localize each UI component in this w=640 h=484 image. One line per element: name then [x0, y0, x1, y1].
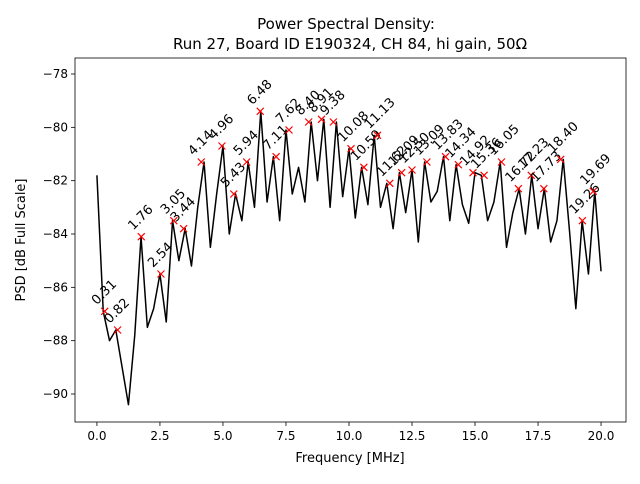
y-axis-label: PSD [dB Full Scale]: [14, 178, 29, 301]
x-tick-label: 15.0: [462, 429, 489, 443]
x-tick-label: 2.5: [150, 429, 169, 443]
peak-marker: [137, 232, 146, 241]
peak-marker: [359, 163, 368, 172]
peak-label: 4.96: [206, 112, 237, 143]
peak-marker: [480, 171, 489, 180]
y-tick-label: −88: [43, 334, 68, 348]
peak-marker: [304, 118, 313, 126]
x-tick-label: 20.0: [588, 429, 615, 443]
y-tick-label: −82: [43, 174, 68, 188]
peak-marker: [373, 131, 382, 140]
peak-marker: [514, 184, 523, 193]
peak-marker: [272, 152, 281, 161]
peak-label: 6.48: [244, 77, 275, 108]
peak-marker: [454, 160, 463, 169]
peak-marker: [218, 142, 226, 150]
x-tick-label: 17.5: [525, 429, 552, 443]
peak-marker: [113, 326, 122, 334]
peak-label: 18.40: [545, 119, 582, 156]
peak-marker: [469, 168, 477, 177]
plot-frame: [74, 57, 627, 423]
peak-marker: [397, 168, 406, 177]
x-axis-label: Frequency [MHz]: [295, 451, 404, 466]
y-tick-label: −90: [43, 387, 68, 401]
y-tick-label: −84: [43, 227, 68, 241]
peak-marker: [441, 152, 450, 161]
y-tick-label: −86: [43, 280, 68, 294]
peak-label: 19.69: [577, 151, 614, 188]
psd-line: [96, 110, 602, 406]
peak-marker: [556, 155, 565, 164]
x-tick-label: 7.5: [276, 429, 295, 443]
peak-marker: [578, 216, 587, 225]
chart-subtitle: Run 27, Board ID E190324, CH 84, hi gain…: [173, 35, 527, 53]
peak-marker: [329, 118, 338, 126]
peak-marker: [242, 158, 251, 166]
x-tick-label: 12.5: [399, 429, 426, 443]
peak-label: 1.76: [126, 202, 157, 233]
peak-marker: [157, 270, 165, 278]
peak-marker: [317, 115, 326, 124]
peak-marker: [408, 166, 416, 174]
peak-marker: [497, 158, 506, 166]
peak-marker: [589, 187, 598, 196]
chart-title: Power Spectral Density:: [257, 15, 435, 33]
peak-marker: [422, 158, 431, 166]
y-tick-label: −78: [43, 67, 68, 81]
x-tick-label: 5.0: [213, 429, 232, 443]
x-tick-label: 0.0: [87, 429, 106, 443]
peak-marker: [539, 184, 548, 193]
peak-marker: [169, 216, 178, 225]
peak-marker: [527, 171, 536, 180]
y-tick-label: −80: [43, 120, 68, 134]
peak-marker: [197, 158, 206, 166]
peak-marker: [256, 107, 265, 116]
peak-label: 11.13: [362, 95, 399, 132]
peak-marker: [100, 307, 109, 316]
peak-marker: [347, 144, 355, 153]
peak-marker: [229, 190, 238, 198]
peak-marker: [385, 179, 394, 188]
peak-marker: [285, 126, 293, 134]
peak-marker: [179, 224, 188, 233]
x-tick-label: 10.0: [336, 429, 363, 443]
